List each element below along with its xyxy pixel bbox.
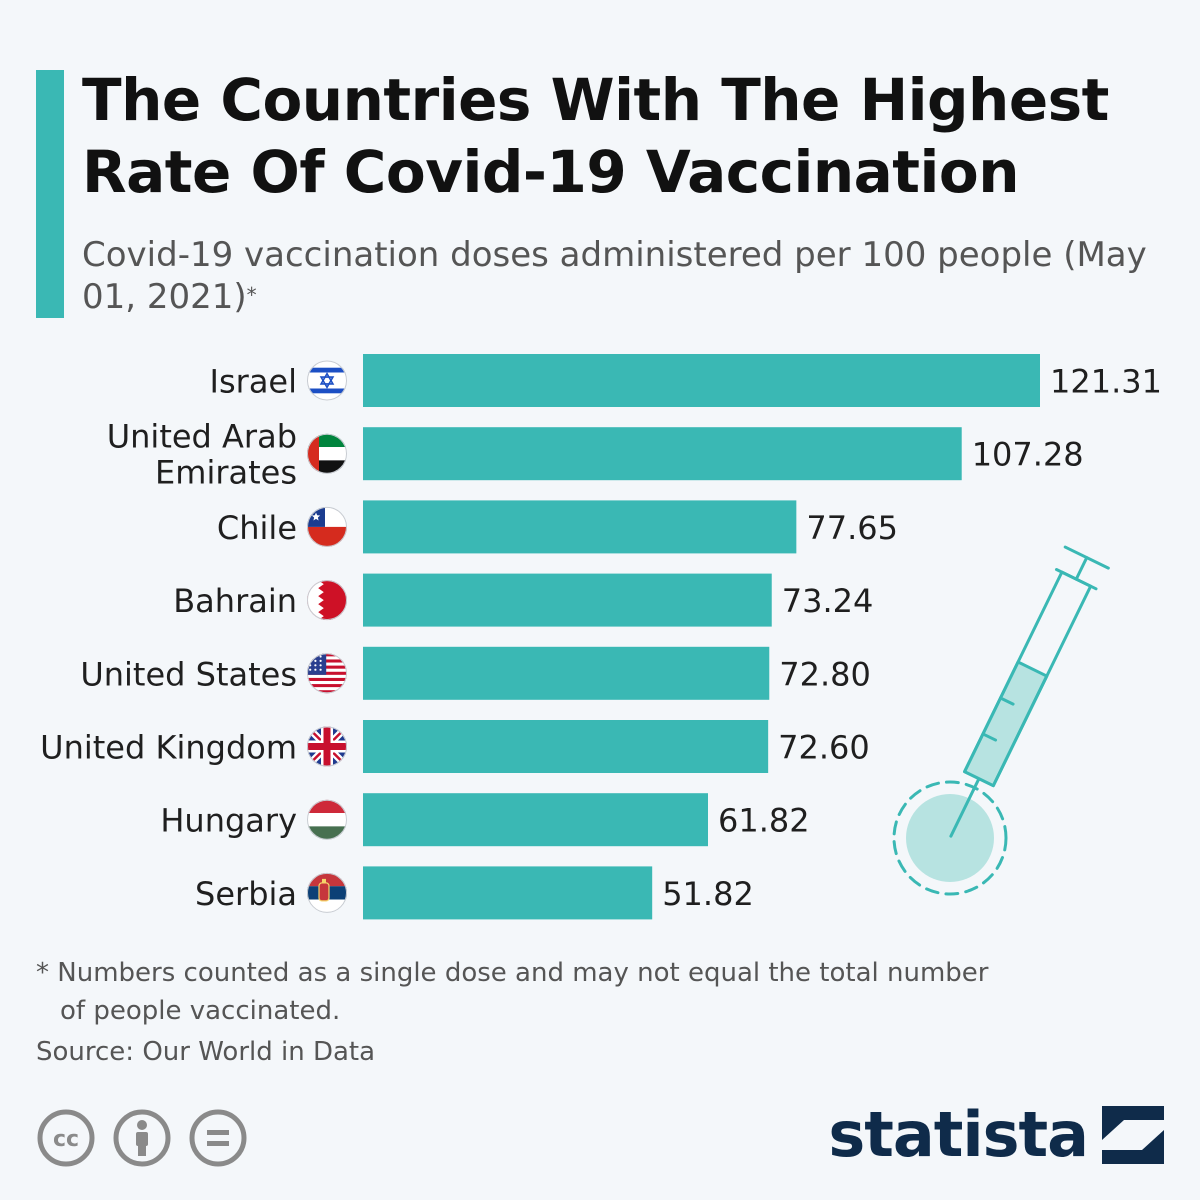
value-label-7: 51.82 [662,875,754,913]
chile-flag-icon [307,506,347,547]
category-label-7: Serbia [195,875,297,913]
title-line-2: Rate Of Covid-19 Vaccination [82,138,1020,206]
footnote-line-1: * Numbers counted as a single dose and m… [36,958,989,988]
accent-bar [36,70,64,318]
statista-logo[interactable]: statista [828,1098,1164,1171]
no-derivatives-icon[interactable] [188,1108,248,1168]
value-label-2: 77.65 [806,509,898,547]
israel-flag-icon [307,360,347,401]
value-label-3: 73.24 [782,582,874,620]
bar-1 [363,427,962,481]
bar-4 [363,646,770,700]
footnote-line-2: of people vaccinated. [60,996,341,1026]
bar-3 [363,573,772,627]
us-flag-icon [307,653,347,694]
category-label-0: Israel [210,363,297,401]
category-label-5: United Kingdom [40,729,297,767]
subtitle-text: Covid-19 vaccination doses administered … [82,235,1147,317]
bar-0 [363,354,1040,407]
statista-mark-icon [1102,1105,1164,1164]
attribution-icon[interactable] [112,1108,172,1168]
source-text: Source: Our World in Data [36,1037,376,1067]
title-line-1: The Countries With The Highest [82,66,1109,134]
category-label-3: Bahrain [173,582,297,620]
bar-2 [363,500,797,554]
footnote: * Numbers counted as a single dose and m… [36,954,1096,1030]
hungary-flag-icon [307,799,347,840]
chart-subtitle: Covid-19 vaccination doses administered … [82,234,1162,318]
license-icons: cc [36,1108,248,1168]
brand-wordmark: statista [828,1098,1089,1171]
svg-text:cc: cc [53,1127,79,1152]
chart-title: The Countries With The Highest Rate Of C… [82,64,1182,208]
value-label-4: 72.80 [779,655,871,693]
value-label-5: 72.60 [778,729,870,767]
serbia-flag-icon [307,872,347,913]
category-label-2: Chile [217,509,297,547]
bar-chart: 121.31 Israel 107.28 United Arab Emirates 77.… [40,354,1162,920]
subtitle-footnote-marker: * [246,283,257,307]
value-label-0: 121.31 [1050,363,1162,401]
uk-flag-icon [307,726,347,767]
bar-7 [363,866,653,920]
category-label-4: United States [80,655,297,693]
category-label-1: United Arab Emirates [107,418,297,492]
bahrain-flag-icon [307,580,347,621]
value-label-1: 107.28 [972,436,1084,474]
bar-5 [363,720,769,773]
value-label-6: 61.82 [718,802,810,840]
uae-flag-icon [307,433,347,474]
category-label-6: Hungary [160,802,297,840]
bar-6 [363,793,709,847]
bars-layer: 121.31 Israel 107.28 United Arab Emirates 77.… [40,354,1162,920]
cc-icon[interactable]: cc [36,1108,96,1168]
syringe-icon [892,545,1110,896]
